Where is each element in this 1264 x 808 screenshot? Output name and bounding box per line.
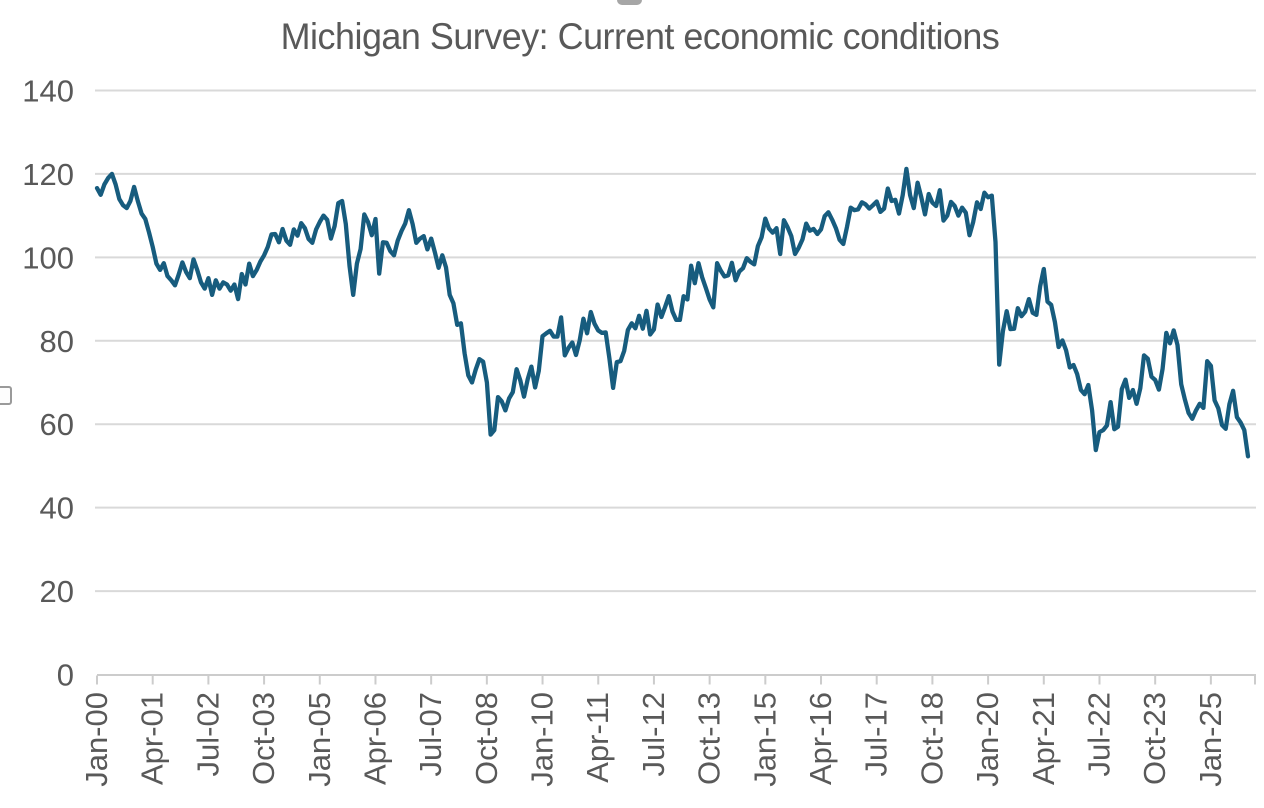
svg-text:60: 60 xyxy=(40,407,74,442)
left-edge-ui-fragment xyxy=(0,386,12,405)
svg-text:Jul-17: Jul-17 xyxy=(859,692,894,776)
svg-text:Jan-25: Jan-25 xyxy=(1193,692,1228,787)
x-axis-labels: Jan-00 Apr-01 Jul-02 Oct-03 Jan-05 Apr-06 Jul-… xyxy=(79,692,1228,787)
svg-text:Jan-15: Jan-15 xyxy=(747,692,782,787)
svg-text:100: 100 xyxy=(22,240,74,275)
svg-text:Apr-11: Apr-11 xyxy=(580,692,615,783)
svg-text:Oct-13: Oct-13 xyxy=(692,692,727,785)
svg-text:Oct-03: Oct-03 xyxy=(246,692,281,785)
svg-text:140: 140 xyxy=(22,74,74,109)
window-edge-fragment xyxy=(617,0,642,5)
svg-text:Apr-06: Apr-06 xyxy=(357,692,392,785)
svg-text:Jan-10: Jan-10 xyxy=(525,692,560,787)
svg-text:Oct-08: Oct-08 xyxy=(469,692,504,785)
svg-text:Apr-16: Apr-16 xyxy=(803,692,838,785)
svg-text:Apr-01: Apr-01 xyxy=(135,692,170,785)
svg-text:40: 40 xyxy=(40,491,74,526)
svg-text:Oct-18: Oct-18 xyxy=(914,692,949,785)
gridlines xyxy=(95,89,1256,593)
svg-text:Jan-20: Jan-20 xyxy=(970,692,1005,787)
svg-text:Apr-21: Apr-21 xyxy=(1026,692,1061,785)
svg-text:Jul-07: Jul-07 xyxy=(413,692,448,776)
svg-text:Jul-22: Jul-22 xyxy=(1081,692,1116,776)
svg-text:Oct-23: Oct-23 xyxy=(1137,692,1172,785)
svg-text:0: 0 xyxy=(57,658,74,693)
x-axis xyxy=(96,674,1256,685)
series-line xyxy=(94,166,1251,459)
y-axis-labels: 0 20 40 60 80 100 120 140 xyxy=(22,74,74,693)
svg-text:20: 20 xyxy=(40,574,74,609)
svg-text:Jul-02: Jul-02 xyxy=(190,692,225,776)
svg-text:Jan-05: Jan-05 xyxy=(302,692,337,787)
svg-text:Jul-12: Jul-12 xyxy=(636,692,671,776)
svg-text:Jan-00: Jan-00 xyxy=(79,692,114,787)
svg-text:120: 120 xyxy=(22,157,74,192)
svg-text:80: 80 xyxy=(40,324,74,359)
chart-title: Michigan Survey: Current economic condit… xyxy=(280,16,1000,57)
